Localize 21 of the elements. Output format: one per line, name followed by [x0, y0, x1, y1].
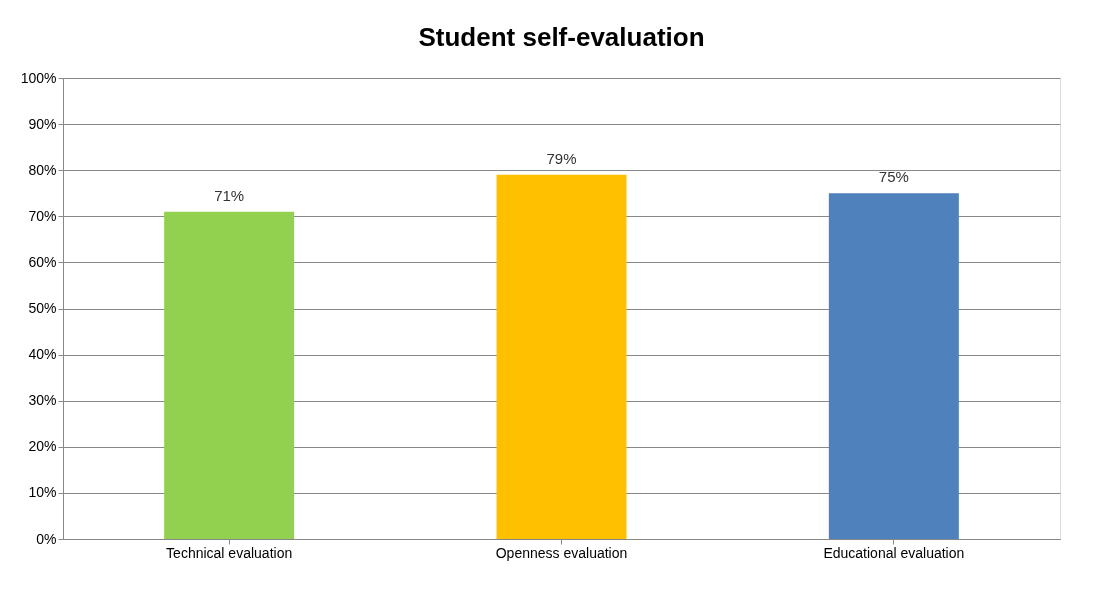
y-tick-label: 100%: [20, 69, 57, 86]
bar: [496, 174, 627, 539]
data-label: 71%: [214, 186, 245, 204]
bar: [164, 211, 295, 539]
y-tick-label: 90%: [28, 115, 57, 132]
y-tick-label: 0%: [36, 530, 57, 547]
x-tick-label: Openness evaluation: [495, 544, 628, 561]
y-tick-label: 30%: [28, 392, 57, 409]
y-tick-label: 80%: [28, 161, 57, 178]
y-tick-label: 70%: [28, 207, 57, 224]
data-label: 75%: [878, 168, 909, 186]
y-tick-label: 40%: [28, 346, 57, 363]
y-tick-label: 20%: [28, 438, 57, 455]
x-tick-label: Educational evaluation: [823, 544, 965, 561]
y-tick-label: 10%: [28, 484, 57, 501]
chart-title: Student self-evaluation: [418, 22, 705, 52]
y-tick-label: 50%: [28, 300, 57, 316]
y-tick-label: 60%: [28, 253, 57, 270]
x-tick-label: Technical evaluation: [166, 544, 293, 561]
data-label: 79%: [546, 149, 577, 167]
bar: [828, 193, 959, 539]
